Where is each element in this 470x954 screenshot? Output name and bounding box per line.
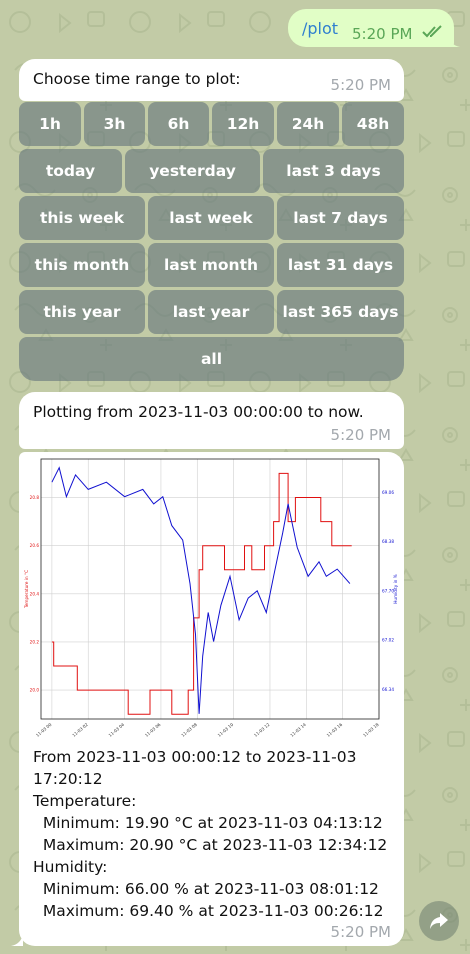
summary-line: Maximum: 69.40 % at 2023-11-03 00:26:12: [33, 902, 384, 920]
range-button-3h[interactable]: 3h: [84, 102, 145, 146]
range-button-12h[interactable]: 12h: [212, 102, 274, 146]
bot-message-time: 5:20 PM: [330, 426, 391, 444]
forward-arrow-icon: [430, 913, 448, 929]
x-tick-label: 11-03 12: [253, 722, 271, 737]
temperature-series-line: [51, 472, 352, 715]
range-button-today[interactable]: today: [19, 149, 122, 193]
y2-tick-label: 69.06: [382, 490, 394, 495]
y2-tick-label: 66.34: [382, 687, 394, 692]
y-tick-label: 20.4: [30, 591, 40, 596]
y-tick-label: 20.8: [30, 495, 40, 500]
summary-line: Minimum: 19.90 °C at 2023-11-03 04:13:12: [33, 814, 383, 832]
plot-area: [41, 459, 379, 719]
x-tick-label: 11-03 06: [144, 722, 162, 737]
range-button-all[interactable]: all: [19, 337, 404, 381]
x-tick-label: 11-03 08: [180, 722, 198, 737]
x-tick-label: 11-03 14: [289, 722, 307, 737]
y2-axis-label: Humidity in %: [393, 574, 398, 603]
x-tick-label: 11-03 16: [326, 722, 344, 737]
received-bubble-tail: [11, 934, 23, 946]
forward-button[interactable]: [419, 901, 459, 941]
y2-tick-label: 67.02: [382, 638, 394, 643]
range-button-yesterday[interactable]: yesterday: [125, 149, 260, 193]
sent-bubble-tail: [448, 35, 460, 47]
range-button-last-month[interactable]: last month: [148, 243, 274, 287]
range-button-last-week[interactable]: last week: [148, 196, 274, 240]
y-tick-label: 20.0: [30, 688, 40, 693]
bot-message-time: 5:20 PM: [330, 76, 391, 94]
range-button-last-31-days[interactable]: last 31 days: [277, 243, 404, 287]
bot-message-text: Choose time range to plot:: [33, 70, 241, 88]
plot-summary: From 2023-11-03 00:00:12 to 2023-11-03 1…: [33, 746, 387, 922]
y2-tick-label: 68.38: [382, 539, 394, 544]
y-axis-label: Temperature in °C: [24, 570, 29, 609]
x-tick-label: 11-03 02: [71, 722, 89, 737]
summary-line: Minimum: 66.00 % at 2023-11-03 08:01:12: [33, 880, 379, 898]
x-tick-label: 11-03 10: [217, 722, 235, 737]
summary-line: From 2023-11-03 00:00:12 to 2023-11-03: [33, 748, 357, 766]
summary-line: Maximum: 20.90 °C at 2023-11-03 12:34:12: [33, 836, 388, 854]
x-tick-label: 11-03 18: [362, 722, 380, 737]
range-button-last-year[interactable]: last year: [148, 290, 274, 334]
summary-line: Humidity:: [33, 858, 108, 876]
y2-tick-label: 67.70: [382, 588, 394, 593]
y-tick-label: 20.2: [30, 639, 40, 644]
bot-message-time: 5:20 PM: [330, 923, 391, 941]
bot-message-text: Plotting from 2023-11-03 00:00:00 to now…: [33, 403, 364, 421]
range-button-this-year[interactable]: this year: [19, 290, 145, 334]
double-check-icon: [422, 25, 442, 38]
bot-message-choose-range: Choose time range to plot: 5:20 PM: [19, 59, 404, 101]
range-button-6h[interactable]: 6h: [148, 102, 209, 146]
range-button-last-7-days[interactable]: last 7 days: [277, 196, 404, 240]
sent-message-time: 5:20 PM: [352, 25, 413, 43]
range-button-1h[interactable]: 1h: [19, 102, 81, 146]
sent-message-bubble[interactable]: /plot 5:20 PM: [288, 9, 454, 47]
humidity-series-line: [51, 466, 351, 714]
temperature-humidity-chart[interactable]: 11-03 00 11-03 02 11-03 04 11-03 06 11-03 08…: [24, 455, 399, 737]
sent-command-link[interactable]: /plot: [302, 19, 339, 38]
x-tick-label: 11-03 04: [108, 722, 126, 737]
range-button-24h[interactable]: 24h: [277, 102, 339, 146]
plot-frame: [40, 458, 380, 720]
range-button-this-month[interactable]: this month: [19, 243, 145, 287]
x-tick-label: 11-03 00: [35, 722, 53, 737]
range-button-this-week[interactable]: this week: [19, 196, 145, 240]
y-tick-label: 20.6: [30, 543, 40, 548]
range-button-last-3-days[interactable]: last 3 days: [263, 149, 404, 193]
bot-message-plotting: Plotting from 2023-11-03 00:00:00 to now…: [19, 392, 404, 449]
range-button-48h[interactable]: 48h: [342, 102, 404, 146]
range-button-last-365-days[interactable]: last 365 days: [277, 290, 404, 334]
bot-message-plot: 11-03 00 11-03 02 11-03 04 11-03 06 11-03 08…: [19, 452, 404, 946]
summary-line: Temperature:: [33, 792, 137, 810]
summary-line: 17:20:12: [33, 770, 103, 788]
